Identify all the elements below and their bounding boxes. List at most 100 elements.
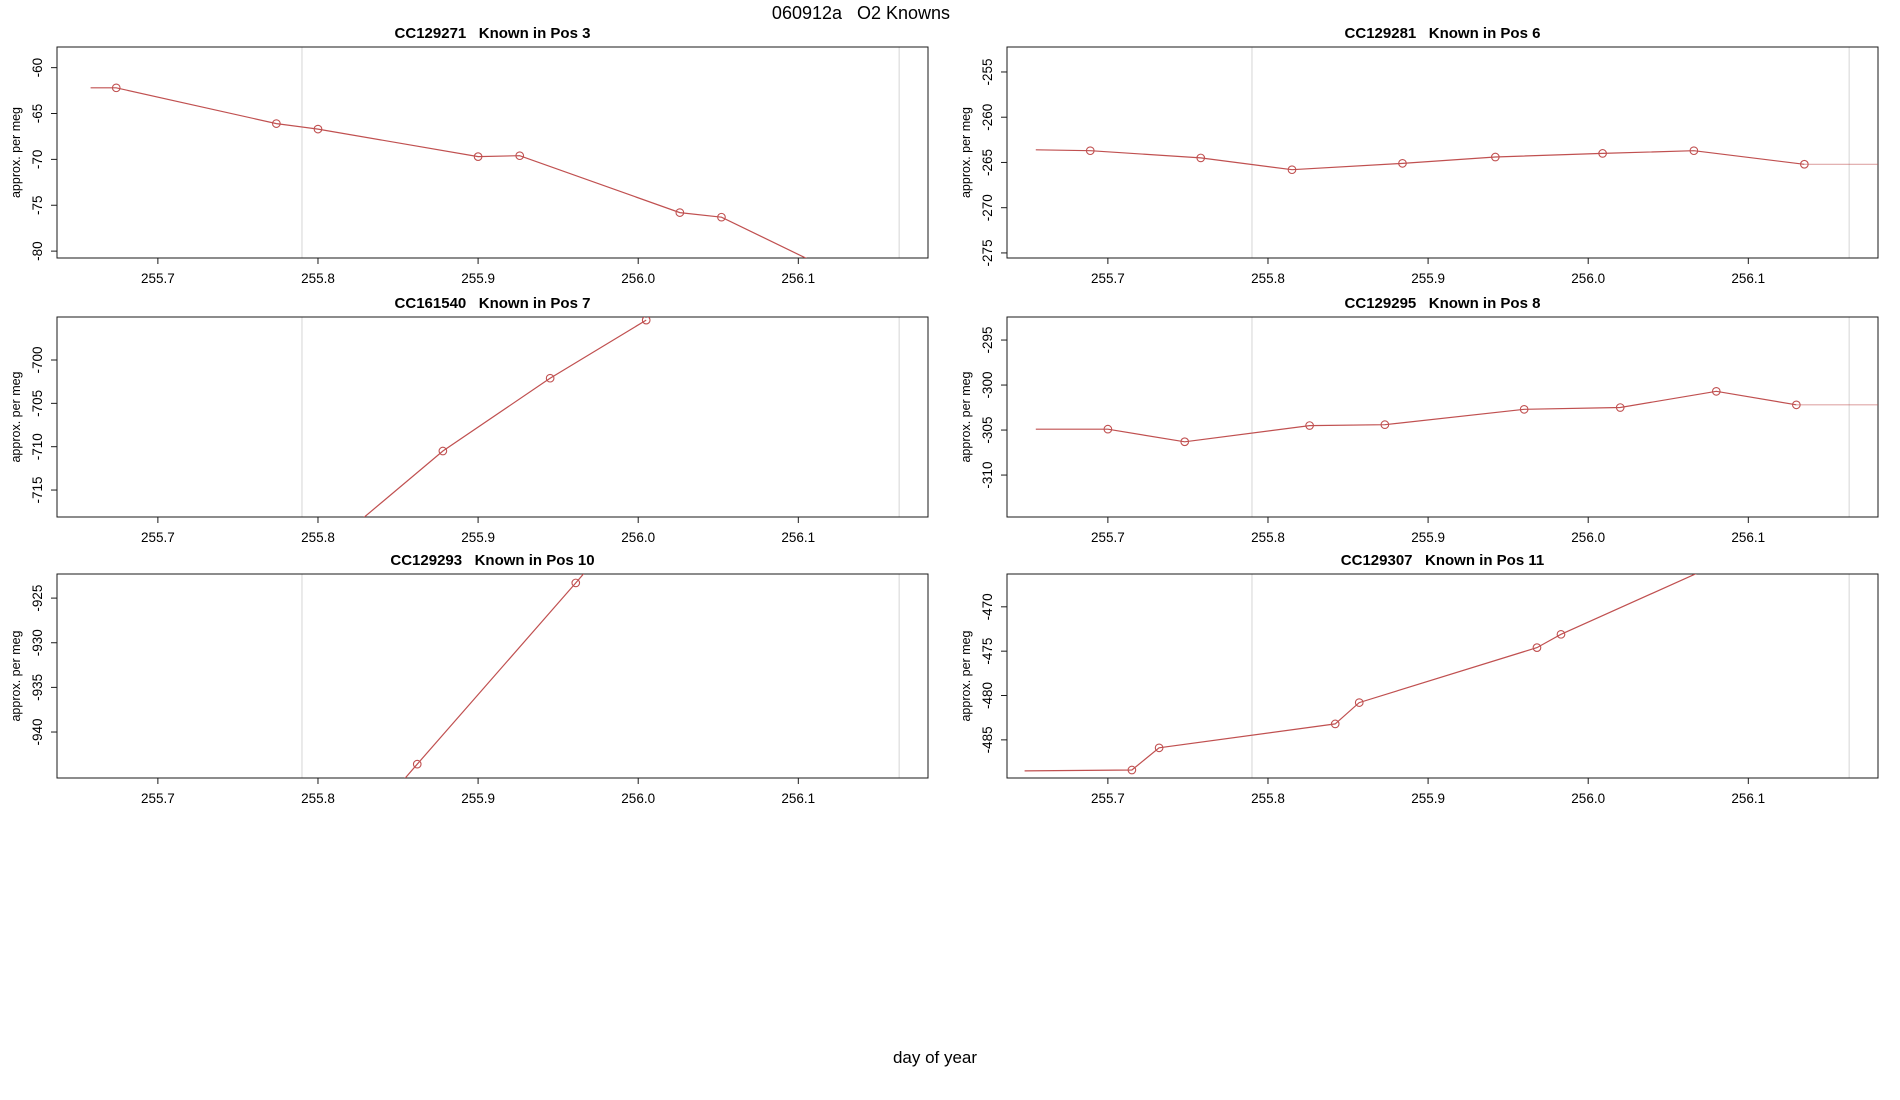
data-point-marker (1490, 152, 1500, 162)
plot-canvas: 255.7 255.8 255.9 256.0 256.1 -470 -475 -480 -48… (959, 573, 1879, 806)
plot-title: CC129271 Known in Pos 3 (394, 25, 591, 42)
x-tick-label: 256.1 (1731, 791, 1765, 806)
data-point-marker (1196, 153, 1206, 163)
data-point-marker (571, 578, 581, 588)
plot-panel-CC129307: CC129307 Known in Pos 11 255.7 255.8 255.9 2… (955, 546, 1896, 825)
x-tick-label: 255.7 (141, 530, 175, 545)
y-tick-label: -930 (30, 629, 45, 656)
plot-panel-CC129293: CC129293 Known in Pos 10 255.7 255.8 255.9 2… (5, 546, 946, 825)
x-tick-label: 255.8 (301, 530, 335, 545)
x-axis-label-day-of-year: day of year (892, 1048, 978, 1067)
data-point-marker (473, 152, 483, 161)
plot-canvas: 255.7 255.8 255.9 256.0 256.1 -255 -260 -265 -27… (959, 46, 1879, 286)
data-point-marker (1556, 629, 1566, 639)
data-point-marker (1127, 765, 1137, 775)
y-tick-label: -60 (30, 58, 45, 78)
x-tick-label: 255.9 (1411, 271, 1445, 286)
data-point-marker (1354, 698, 1364, 707)
y-tick-label: -270 (980, 194, 995, 221)
data-point-marker (111, 83, 121, 93)
x-tick-label: 256.0 (621, 271, 655, 286)
data-point-marker (1532, 643, 1542, 652)
plot-box (56, 573, 929, 779)
x-tick-label: 256.0 (1571, 791, 1605, 806)
y-tick-label: -65 (30, 104, 45, 124)
y-axis-label: approx. per meg (959, 371, 973, 462)
y-tick-label: -710 (30, 433, 45, 460)
plot-box (1006, 46, 1879, 259)
data-point-marker (1287, 165, 1297, 175)
y-tick-label: -485 (980, 726, 995, 753)
x-tick-label: 256.1 (781, 530, 815, 545)
y-axis-label: approx. per meg (959, 630, 973, 721)
x-tick-label: 255.9 (1411, 530, 1445, 545)
x-tick-label: 256.0 (1571, 271, 1605, 286)
y-tick-label: -940 (30, 719, 45, 746)
x-tick-label: 255.7 (1091, 530, 1125, 545)
x-tick-label: 256.0 (1571, 530, 1605, 545)
data-point-marker (1791, 400, 1801, 410)
x-tick-label: 255.7 (141, 791, 175, 806)
data-point-marker (515, 151, 525, 161)
x-tick-label: 255.9 (461, 271, 495, 286)
data-point-marker (272, 119, 281, 128)
x-tick-label: 256.1 (781, 271, 815, 286)
data-point-marker (1398, 159, 1407, 168)
y-tick-label: -275 (980, 239, 995, 266)
data-point-marker (1180, 437, 1190, 447)
data-point-marker (717, 212, 726, 222)
y-tick-label: -305 (980, 417, 995, 444)
data-point-marker (1380, 420, 1390, 430)
x-tick-label: 255.7 (1091, 271, 1125, 286)
data-point-marker (1154, 743, 1164, 753)
x-tick-label: 256.0 (621, 791, 655, 806)
data-point-marker (675, 208, 685, 217)
plot-panel-CC129271: CC129271 Known in Pos 3 255.7 255.8 255.9 25… (5, 19, 946, 305)
data-line (404, 574, 585, 778)
plot-panel-CC161540: CC161540 Known in Pos 7 255.7 255.8 255.9 25… (5, 289, 946, 564)
data-point-marker (1598, 149, 1607, 158)
plot-box (56, 316, 929, 518)
data-point-marker (313, 124, 323, 134)
plot-canvas: 255.7 255.8 255.9 256.0 256.1 -925 -930 -935 -94… (9, 573, 929, 806)
data-point-marker (1799, 159, 1809, 169)
plot-title: CC129295 Known in Pos 8 (1344, 295, 1541, 312)
plot-title: CC129307 Known in Pos 11 (1340, 552, 1545, 569)
x-tick-label: 255.8 (301, 791, 335, 806)
data-point-marker (1085, 146, 1095, 156)
y-tick-label: -480 (980, 682, 995, 709)
y-tick-label: -260 (980, 104, 995, 131)
data-point-marker (1305, 421, 1314, 430)
plot-box (56, 46, 929, 259)
data-line (1035, 149, 1805, 171)
plot-canvas: 255.7 255.8 255.9 256.0 256.1 -295 -300 -305 -31… (959, 316, 1879, 545)
y-tick-label: -705 (30, 390, 45, 417)
x-tick-label: 255.8 (1251, 271, 1285, 286)
x-tick-label: 256.0 (621, 530, 655, 545)
y-axis-label: approx. per meg (959, 107, 973, 198)
plot-box (1006, 316, 1879, 518)
plot-box (1006, 573, 1879, 779)
y-tick-label: -80 (30, 241, 45, 261)
plot-canvas: 255.7 255.8 255.9 256.0 256.1 -60 -65 -70 -75 -80… (9, 46, 929, 286)
data-line (1024, 574, 1697, 772)
y-tick-label: -475 (980, 638, 995, 665)
data-point-marker (1711, 386, 1721, 396)
y-axis-label: approx. per meg (9, 630, 23, 721)
data-point-marker (641, 317, 651, 325)
y-tick-label: -75 (30, 195, 45, 215)
plot-title: CC161540 Known in Pos 7 (394, 295, 591, 312)
y-tick-label: -310 (980, 462, 995, 489)
y-tick-label: -925 (30, 585, 45, 612)
x-tick-label: 255.8 (301, 271, 335, 286)
plot-panel-CC129281: CC129281 Known in Pos 6 255.7 255.8 255.9 25… (955, 19, 1896, 305)
x-tick-label: 255.7 (141, 271, 175, 286)
data-point-marker (1103, 424, 1113, 434)
y-axis-label: approx. per meg (9, 371, 23, 462)
data-line (363, 319, 647, 517)
plot-canvas: 255.7 255.8 255.9 256.0 256.1 -700 -705 -710 -71… (9, 316, 929, 545)
x-tick-label: 255.9 (461, 791, 495, 806)
x-tick-label: 255.8 (1251, 791, 1285, 806)
data-point-marker (438, 446, 448, 456)
plot-title: CC129281 Known in Pos 6 (1344, 25, 1541, 42)
